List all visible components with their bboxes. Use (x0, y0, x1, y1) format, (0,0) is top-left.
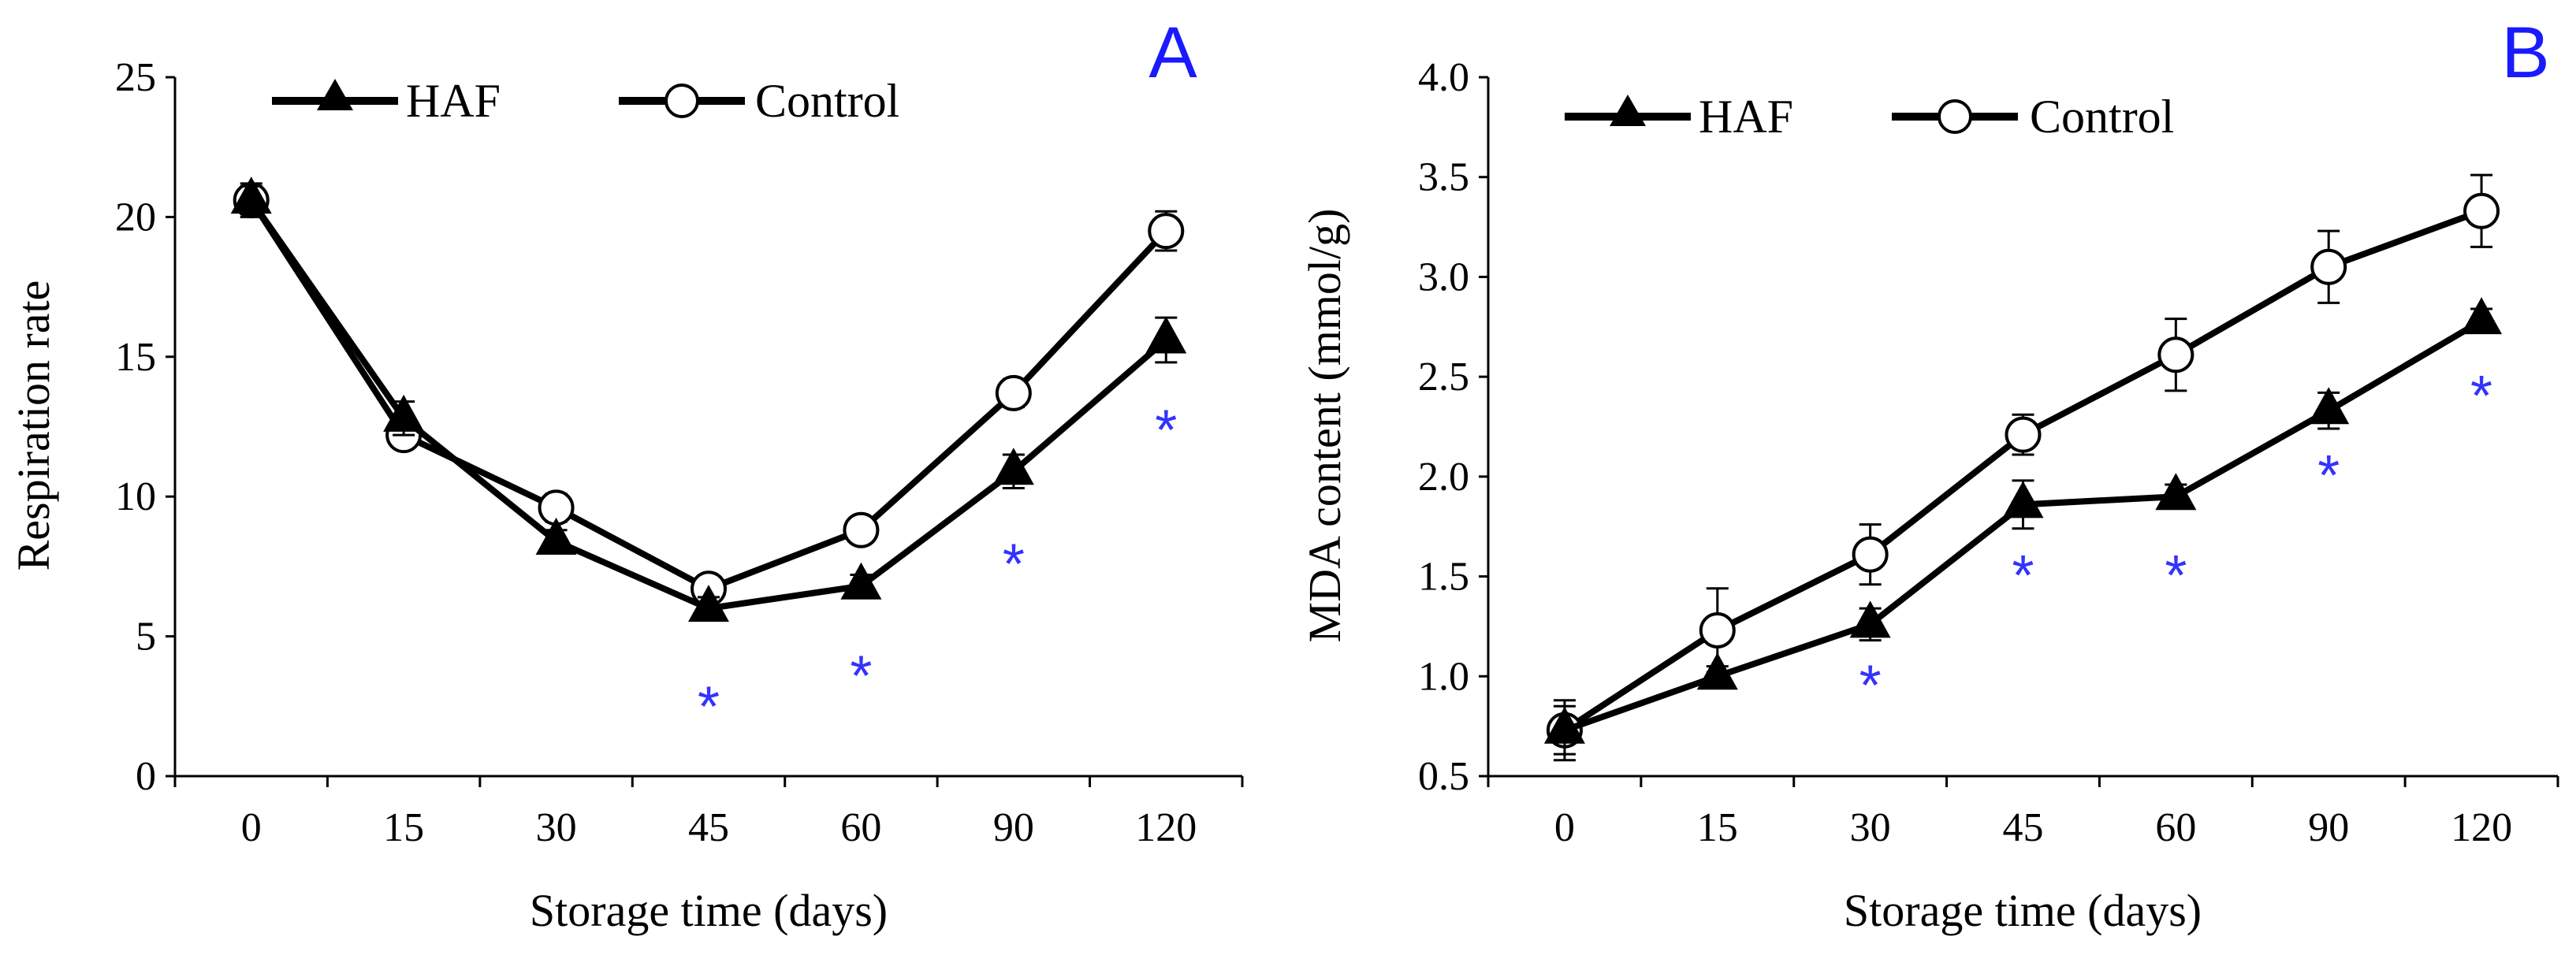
panel-a-label: A (1148, 13, 1197, 93)
panel-a-y-tick-label: 15 (115, 335, 156, 380)
panel-a-haf-line (248, 198, 1168, 612)
panel-a-significance-star: * (1003, 533, 1025, 596)
panel-a-x-tick-label: 15 (383, 805, 424, 850)
panel-b-haf-point (2308, 387, 2350, 425)
panel-a-y-tick-label: 0 (136, 754, 156, 799)
panel-b-control-point (2310, 248, 2347, 285)
panel-a-x-tick-label: 60 (840, 805, 881, 850)
panel-a-y-tick-label: 5 (136, 615, 156, 660)
panel-a-control-point (843, 511, 880, 548)
panel-a-series-control (233, 182, 1185, 608)
panel-b-significance-star: * (2470, 365, 2492, 428)
panel-a-x-tick-label: 0 (241, 805, 262, 850)
panel-b-series-haf (1543, 297, 2503, 756)
panel-a-y-tick-label: 20 (115, 195, 156, 240)
panel-b-x-tick-label: 30 (1850, 805, 1891, 850)
panel-b-x-tick-label: 60 (2155, 805, 2196, 850)
panel-b-control-point (1852, 536, 1889, 573)
legend-haf-label: HAF (1699, 91, 1793, 143)
panel-a-legend: HAF Control (272, 75, 899, 127)
panel-a-haf-point (383, 394, 425, 432)
panel-a-significance-star: * (1155, 399, 1177, 462)
panel-a-y-axis-title: Respiration rate (8, 281, 59, 571)
panel-b-significance-star: * (2317, 444, 2340, 507)
panel-b-control-point (2463, 192, 2500, 229)
legend-control-marker (1938, 99, 1972, 134)
panel-a-y-tick-label: 10 (115, 474, 156, 519)
panel-b-significance-star: * (2012, 544, 2034, 608)
legend-haf-marker (317, 79, 353, 110)
panel-b-x-tick-label: 120 (2451, 805, 2512, 850)
panel-b-significance-star: * (1859, 654, 1882, 717)
panel-b-y-tick-label: 0.5 (1418, 754, 1469, 799)
panel-b-y-tick-label: 3.0 (1418, 255, 1469, 299)
panel-b-control-line (1562, 208, 2483, 734)
legend-control-label: Control (755, 75, 899, 127)
panel-a-haf-point (535, 517, 577, 555)
panel-b-haf-point (2155, 473, 2197, 511)
legend-control-marker (664, 84, 699, 118)
panel-b-x-axis-title: Storage time (days) (1844, 885, 2202, 936)
panel-b-control-point (2005, 416, 2042, 453)
panel-a-series-haf (230, 177, 1187, 622)
panel-b-significance-star: * (2165, 544, 2187, 608)
panel-a-y-tick-label: 25 (115, 55, 156, 100)
legend-control-label: Control (2030, 91, 2174, 143)
panel-b-series-control (1546, 173, 2500, 762)
panel-a-control-point (995, 374, 1032, 411)
panel-a-x-axis-title: Storage time (days) (530, 885, 888, 936)
panel-a-haf-point (840, 562, 882, 600)
panel-b-haf-point (2461, 297, 2503, 335)
panel-b: B HAF Control 0.5 1.0 1.5 2.0 2.5 3.0 3.5 4.0 0… (1299, 13, 2559, 936)
panel-b-y-tick-label: 2.5 (1418, 355, 1469, 399)
panel-b-y-tick-label: 1.0 (1418, 654, 1469, 699)
panel-b-y-tick-label: 2.0 (1418, 455, 1469, 500)
panel-a-x-tick-label: 90 (993, 805, 1034, 850)
panel-b-y-tick-label: 4.0 (1418, 55, 1469, 100)
panel-b-x-tick-label: 45 (2003, 805, 2044, 850)
panel-b-haf-point (2002, 481, 2044, 518)
panel-a-haf-point (1145, 316, 1187, 354)
panel-b-y-tick-label: 3.5 (1418, 155, 1469, 200)
panel-b-control-point (1699, 611, 1736, 648)
panel-b-x-tick-label: 90 (2308, 805, 2349, 850)
panel-a-x-tick-label: 120 (1135, 805, 1197, 850)
panel-a-control-point (1148, 213, 1185, 250)
panel-a-significance-star: * (850, 645, 872, 708)
panel-a-haf-point (230, 177, 272, 214)
panel-a-haf-point (688, 585, 729, 622)
panel-a-x-tick-label: 30 (536, 805, 577, 850)
panel-a-significance-star: * (698, 676, 720, 739)
panel-b-legend: HAF Control (1565, 91, 2174, 143)
panel-b-haf-point (1696, 652, 1738, 690)
panel-b-haf-point (1849, 600, 1891, 638)
panel-b-haf-point (1543, 706, 1585, 744)
legend-haf-label: HAF (406, 75, 501, 127)
panel-b-x-tick-label: 15 (1697, 805, 1738, 850)
panel-b-label: B (2501, 13, 2549, 93)
legend-haf-marker (1610, 95, 1646, 126)
panel-b-control-point (2157, 336, 2194, 373)
panel-a-haf-point (992, 448, 1034, 485)
panel-a-x-tick-label: 45 (688, 805, 729, 850)
panel-b-y-tick-label: 1.5 (1418, 555, 1469, 600)
panel-b-y-axis-title: MDA content (mmol/g) (1299, 209, 1350, 643)
panel-b-x-tick-label: 0 (1554, 805, 1575, 850)
